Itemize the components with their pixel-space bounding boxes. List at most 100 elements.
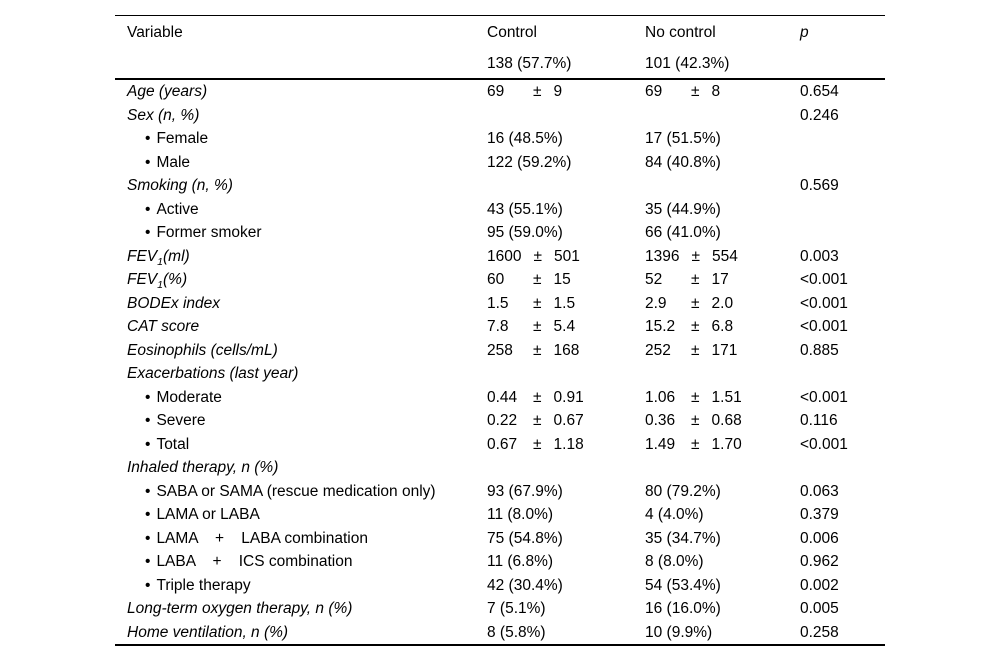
variable-cell: • LAMA or LABA [115,503,487,527]
plus-minus-symbol: ± [691,388,700,406]
control-cell: 1.5 ±1.5 [487,292,645,316]
control-stat-value: 11 (8.0%) [487,506,554,523]
p-value-cell: 0.569 [800,174,885,198]
control-cell [487,174,645,198]
p-value: 0.003 [800,247,839,265]
bullet-icon: • [145,553,151,570]
table-row: Long-term oxygen therapy, n (%) 7 (5.1%) 1… [115,597,885,621]
row-label: Severe [156,412,206,429]
control-mean-value: 1600 [487,247,522,265]
bullet-icon: • [145,130,151,147]
header-variable-label: Variable [127,24,183,41]
no-control-stat-value: 16 (16.0%) [645,600,721,617]
no-control-cell: 1.06 ±1.51 [645,386,800,410]
row-label: FEV1(ml) [127,247,190,268]
p-value-cell [800,362,885,386]
plus-minus-symbol: ± [533,388,542,406]
no-control-stat-value: 17 (51.5%) [645,130,721,147]
plus-minus-symbol: ± [533,271,542,288]
no-control-cell: 15.2 ±6.8 [645,315,800,339]
row-label: Eosinophils (cells/mL) [127,341,278,359]
no-control-mean-value: 252 [645,341,671,359]
no-control-sd-value: 17 [711,271,729,288]
subscript: 1 [157,255,164,268]
row-label: BODEx index [127,294,221,312]
plus-minus-symbol: ± [533,435,542,453]
bullet-icon: • [145,435,151,453]
p-value-cell [800,221,885,245]
control-cell: 122 (59.2%) [487,151,645,175]
header-no-control-count: 101 (42.3%) [645,55,730,72]
p-value-cell: 0.885 [800,339,885,363]
variable-cell: FEV1(ml) [115,245,487,269]
no-control-cell: 16 (16.0%) [645,597,800,621]
plus-minus-symbol: ± [691,83,700,100]
p-value: 0.063 [800,482,839,500]
control-sd-value: 15 [553,271,571,288]
p-value: 0.258 [800,623,839,641]
table-row: • LAMA + LABA combination 75 (54.8%) 35 (34… [115,527,885,551]
header-no-control-label: No control [645,24,716,41]
no-control-cell: 2.9 ±2.0 [645,292,800,316]
p-value-cell [800,456,885,480]
p-value: 0.569 [800,177,839,194]
plus-minus-symbol: ± [691,271,700,288]
variable-cell: • Total [115,433,487,457]
p-value-cell: 0.246 [800,104,885,128]
p-value-cell: <0.001 [800,433,885,457]
control-sd-value: 168 [553,341,580,359]
control-stat-value: 43 (55.1%) [487,200,563,218]
table-row: • Female 16 (48.5%) 17 (51.5%) [115,127,885,151]
row-label: Total [156,435,190,453]
no-control-stat-value: 8 (8.0%) [645,553,704,570]
no-control-cell [645,104,800,128]
no-control-stat-value: 10 (9.9%) [645,623,713,641]
row-label: Long-term oxygen therapy, n (%) [127,600,353,617]
variable-cell: • Former smoker [115,221,487,245]
bullet-icon: • [145,482,151,500]
control-cell [487,104,645,128]
control-stat-value: 16 (48.5%) [487,130,563,147]
p-value-cell [800,198,885,222]
no-control-cell: 80 (79.2%) [645,480,800,504]
variable-cell: Home ventilation, n (%) [115,621,487,646]
p-value-cell: <0.001 [800,315,885,339]
variable-cell: Eosinophils (cells/mL) [115,339,487,363]
table-row: Age (years) 69 ±9 69 ±8 0.654 [115,79,885,104]
no-control-cell: 4 (4.0%) [645,503,800,527]
data-table: Variable Control 138 (57.7%) No control … [115,15,885,646]
no-control-stat-value: 4 (4.0%) [645,506,704,523]
no-control-cell: 54 (53.4%) [645,574,800,598]
variable-cell: CAT score [115,315,487,339]
row-label: Active [156,200,199,218]
control-mean-value: 0.67 [487,435,518,453]
no-control-cell: 10 (9.9%) [645,621,800,646]
p-value-cell [800,127,885,151]
no-control-sd-value: 2.0 [711,294,734,312]
no-control-cell: 35 (34.7%) [645,527,800,551]
row-label: Male [156,153,191,171]
variable-cell: • LAMA + LABA combination [115,527,487,551]
control-sd-value: 501 [554,247,580,265]
header-control-label: Control [487,24,537,41]
table-row: Exacerbations (last year) [115,362,885,386]
row-label: Inhaled therapy, n (%) [127,459,279,476]
table-header: Variable Control 138 (57.7%) No control … [115,15,885,80]
variable-cell: Exacerbations (last year) [115,362,487,386]
table-row: Sex (n, %) 0.246 [115,104,885,128]
variable-cell: Sex (n, %) [115,104,487,128]
variable-cell: • Female [115,127,487,151]
control-sd-value: 5.4 [553,318,576,335]
control-sd-value: 0.91 [553,388,584,406]
header-p: p [800,15,885,80]
no-control-cell [645,362,800,386]
p-value-cell: <0.001 [800,268,885,292]
control-stat-value: 11 (6.8%) [487,553,554,570]
row-label: Former smoker [156,224,262,241]
plus-minus-symbol: ± [533,83,542,100]
control-stat-value: 7 (5.1%) [487,600,546,617]
bullet-icon: • [145,388,151,406]
p-value-cell: 0.258 [800,621,885,646]
p-value-cell: 0.005 [800,597,885,621]
no-control-mean-value: 1.06 [645,388,676,406]
